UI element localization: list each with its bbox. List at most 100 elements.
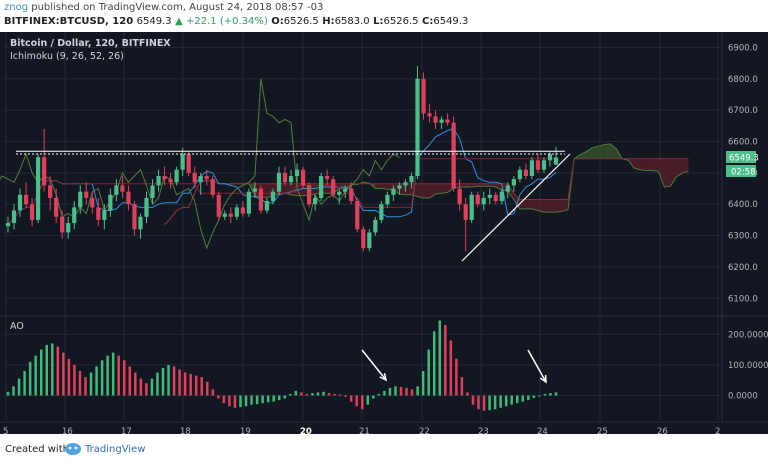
- ao-bar: [399, 386, 403, 396]
- created-with-text: Created with: [5, 444, 69, 455]
- ao-bar: [361, 395, 364, 410]
- candle-body: [355, 201, 360, 230]
- time-tick-label: 5: [3, 427, 8, 434]
- candle-body: [270, 191, 276, 202]
- candle-body: [469, 194, 474, 220]
- ao-bar: [206, 381, 209, 396]
- ao-bar: [521, 395, 525, 402]
- candle-body: [373, 219, 378, 233]
- ao-bar: [167, 364, 170, 396]
- candle-body: [325, 176, 330, 180]
- time-tick-label: 21: [359, 427, 370, 434]
- publish-info: znog published on TradingView.com, Augus…: [4, 2, 323, 13]
- cloud-segment: [477, 183, 484, 187]
- price-tick-label: 6700.0: [728, 106, 758, 116]
- ao-bar: [538, 395, 541, 397]
- time-tick-label: 17: [121, 427, 132, 434]
- ao-bar: [438, 320, 442, 396]
- price-tick-label: 6400.0: [728, 200, 758, 210]
- cloud-segment: [676, 158, 683, 177]
- ao-bar: [122, 360, 126, 396]
- ao-bar: [333, 393, 336, 396]
- candle-body: [547, 154, 553, 161]
- price-tick-label: 6800.0: [728, 75, 758, 85]
- cloud-segment: [592, 146, 599, 159]
- cloud-segment: [556, 199, 563, 213]
- high-value: 6583.0: [334, 16, 370, 27]
- candle-body: [138, 216, 143, 230]
- ao-bar: [499, 395, 502, 408]
- candles: [5, 66, 559, 252]
- candle-body: [361, 229, 366, 249]
- candle-body: [156, 176, 161, 186]
- ao-bar: [211, 389, 215, 396]
- ao-bar: [477, 395, 480, 410]
- footer: Created with TradingView: [0, 434, 768, 463]
- candle-body: [222, 213, 227, 217]
- publish-header: znog published on TradingView.com, Augus…: [0, 0, 768, 32]
- ao-bar: [383, 390, 386, 396]
- cloud-segment: [375, 183, 382, 189]
- ao-bar: [349, 395, 353, 402]
- candle-body: [439, 119, 444, 123]
- cloud-segment: [423, 183, 430, 198]
- time-tick-label: 16: [62, 427, 73, 434]
- ao-bar: [300, 392, 303, 396]
- cloud-segment: [658, 158, 665, 187]
- tradingview-logo-icon: [65, 443, 81, 455]
- ao-bar: [543, 393, 547, 396]
- symbol-label: BITFINEX:BTCUSD, 120: [4, 16, 134, 27]
- ao-bar: [217, 395, 220, 399]
- ao-bar: [73, 364, 76, 396]
- ao-bar: [488, 395, 491, 411]
- cloud-segment: [640, 158, 647, 171]
- ao-bar: [432, 331, 436, 396]
- ao-bar: [272, 395, 275, 402]
- grid: [0, 32, 768, 423]
- chart-area[interactable]: 6900.06800.06700.06600.06500.06400.06300…: [0, 32, 768, 437]
- candle-body: [475, 194, 480, 205]
- time-tick-label: 23: [478, 427, 489, 434]
- price-tick-label: 6600.0: [728, 138, 758, 148]
- ao-bar: [427, 349, 430, 396]
- ao-bar: [34, 355, 37, 396]
- ao-bar: [250, 395, 253, 405]
- candle-body: [499, 191, 504, 202]
- candle-body: [132, 204, 137, 230]
- cloud-segment: [417, 183, 424, 198]
- cloud-segment: [495, 183, 502, 191]
- ao-bar: [178, 369, 181, 396]
- ao-bar: [466, 392, 469, 396]
- candle-body: [391, 188, 396, 195]
- ao-bar: [239, 395, 242, 408]
- candle-body: [180, 154, 185, 170]
- ao-bar: [89, 372, 93, 396]
- close-value: 6549.3: [433, 16, 469, 27]
- high-label: H:: [322, 16, 335, 27]
- author-link[interactable]: znog: [4, 2, 29, 13]
- ao-bar: [84, 377, 87, 396]
- drawings: [16, 150, 571, 384]
- ao-label: AO: [10, 321, 24, 332]
- price-chart[interactable]: 6900.06800.06700.06600.06500.06400.06300…: [0, 32, 768, 437]
- candle-body: [54, 197, 59, 217]
- kijun-sen-line: [7, 158, 556, 225]
- tradingview-brand[interactable]: TradingView: [85, 444, 146, 455]
- candle-body: [282, 172, 288, 183]
- cloud-segment: [652, 158, 659, 172]
- candle-body: [294, 169, 300, 176]
- annotation-arrow-head: [539, 374, 547, 384]
- ao-bar: [344, 395, 347, 398]
- ao-bar: [51, 343, 54, 396]
- candle-body: [403, 182, 408, 186]
- close-label: C:: [422, 16, 434, 27]
- candle-body: [313, 197, 318, 205]
- candle-body: [343, 188, 348, 192]
- candle-body: [397, 185, 402, 189]
- ao-bar: [355, 395, 358, 407]
- cloud-segment: [646, 158, 653, 171]
- candle-body: [306, 185, 312, 205]
- candle-body: [192, 172, 197, 183]
- candle-body: [17, 194, 23, 211]
- senkou-span-a-line: [164, 143, 689, 225]
